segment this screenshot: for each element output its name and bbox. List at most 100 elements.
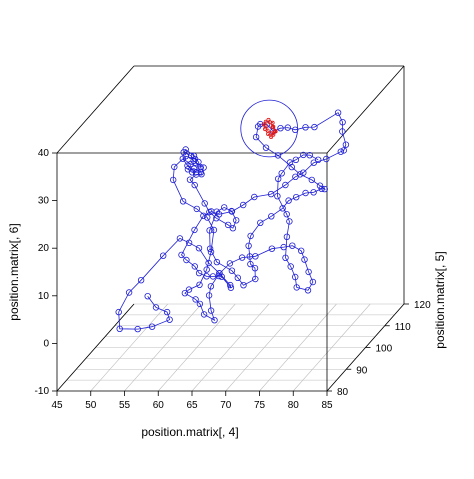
data-point [144,293,151,300]
data-point [277,124,284,132]
data-point [116,325,123,332]
data-point [169,176,177,184]
data-point [148,323,156,330]
data-point [185,286,193,293]
data-point [289,242,296,249]
data-point [226,260,234,267]
data-point [195,244,203,252]
data-point [342,141,350,148]
data-point [311,123,318,131]
data-point [229,224,237,232]
data-point [254,123,262,130]
data-point [234,274,241,281]
z-tick-label: 20 [38,243,50,254]
y-tick-label: 110 [395,322,411,333]
x-tick-label: 45 [51,400,63,411]
data-point [309,278,317,286]
data-point [191,226,198,234]
data-point [213,258,221,266]
data-point [134,325,141,333]
data-point [265,128,270,133]
data-point [293,284,300,291]
data-point [193,168,200,176]
data-point [339,118,346,126]
data-point [218,273,225,280]
data-point [182,146,189,153]
data-point [185,239,193,246]
x-tick-label: 60 [153,400,165,411]
data-point [210,226,218,234]
data-point [186,176,194,183]
data-point [304,287,312,294]
data-point [152,304,160,311]
data-point [302,189,309,197]
data-point [137,277,145,284]
data-point [283,210,290,218]
data-point [213,208,220,215]
data-point [205,259,212,267]
data-point [298,247,305,254]
data-point [274,152,282,159]
focus-circle [240,99,299,158]
data-point [274,192,281,200]
data-point [286,159,294,166]
data-point [262,144,270,151]
data-point [184,166,192,173]
data-point [283,233,291,240]
data-point [306,151,313,159]
data-point [321,185,328,193]
data-point [206,208,213,216]
data-point [200,212,207,219]
data-point [263,119,268,124]
data-point [190,165,198,172]
data-point [245,242,252,249]
data-point [286,218,293,225]
data-point [271,124,276,129]
data-point [334,109,342,116]
data-point [203,266,210,273]
z-axis-title: position.matrix[, 6] [7,223,21,320]
x-tick-label: 50 [85,400,97,411]
data-point [207,248,215,256]
data-point [292,126,299,133]
data-point [268,213,275,220]
data-point [263,124,268,129]
data-point [200,311,208,318]
y-tick-label: 100 [376,344,393,355]
data-point [270,120,275,125]
data-point [292,273,299,281]
data-series [115,99,350,333]
series-1 [115,109,350,333]
data-point [220,204,228,211]
data-point [252,133,260,141]
data-point [159,252,167,259]
box-edge [326,65,405,154]
data-point [205,292,213,299]
data-point [280,243,287,251]
data-point [200,164,207,171]
data-point [203,273,210,280]
data-point [278,170,285,177]
data-point [207,283,215,290]
data-point [224,221,232,229]
data-point [163,308,171,316]
data-point [228,267,236,274]
data-point [238,254,246,261]
data-point [316,182,324,189]
box-edge [56,303,135,392]
data-point [257,219,264,226]
data-point [125,289,133,296]
data-point [282,181,289,189]
plot-box [56,65,405,392]
data-point [252,253,259,260]
data-point [308,176,315,184]
data-point [191,263,198,270]
data-point [193,205,200,213]
data-point [206,227,213,234]
data-point [340,147,347,154]
y-tick-label: 90 [356,365,368,376]
data-point [182,152,189,160]
data-point [201,200,208,207]
